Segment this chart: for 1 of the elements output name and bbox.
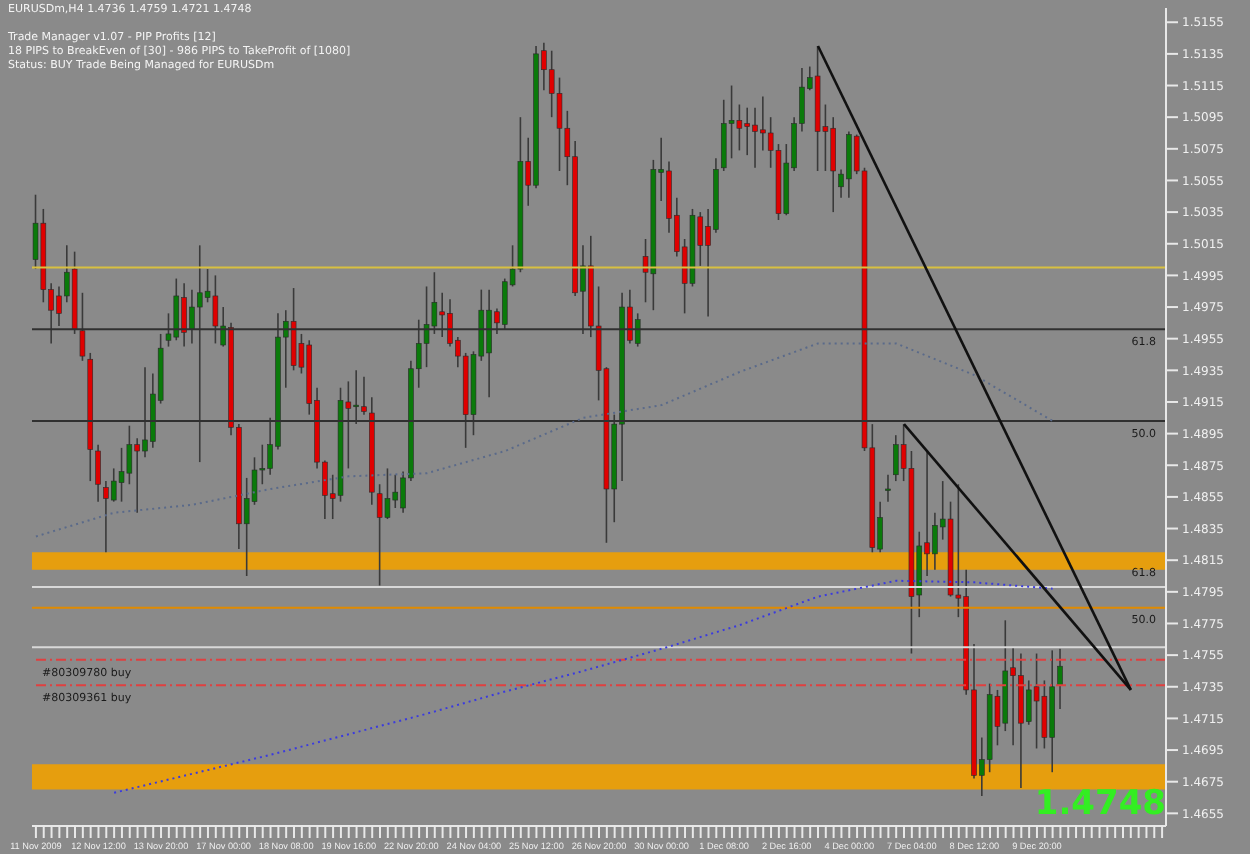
annotation: 1.4748 <box>1034 784 1166 824</box>
